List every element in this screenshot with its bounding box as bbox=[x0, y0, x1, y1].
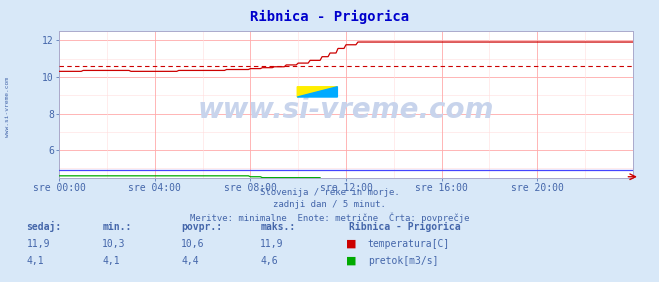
Text: 10,3: 10,3 bbox=[102, 239, 126, 249]
Text: ■: ■ bbox=[346, 256, 357, 266]
Text: 11,9: 11,9 bbox=[26, 239, 50, 249]
Text: 4,1: 4,1 bbox=[26, 256, 44, 266]
Text: temperatura[C]: temperatura[C] bbox=[368, 239, 450, 249]
Text: Ribnica - Prigorica: Ribnica - Prigorica bbox=[349, 222, 461, 232]
Polygon shape bbox=[297, 87, 337, 97]
Text: Ribnica - Prigorica: Ribnica - Prigorica bbox=[250, 10, 409, 24]
Polygon shape bbox=[297, 87, 337, 97]
Text: www.si-vreme.com: www.si-vreme.com bbox=[198, 96, 494, 124]
Text: Meritve: minimalne  Enote: metrične  Črta: povprečje: Meritve: minimalne Enote: metrične Črta:… bbox=[190, 213, 469, 223]
Text: maks.:: maks.: bbox=[260, 222, 295, 232]
Text: www.si-vreme.com: www.si-vreme.com bbox=[5, 77, 11, 137]
Text: 4,6: 4,6 bbox=[260, 256, 278, 266]
Text: 11,9: 11,9 bbox=[260, 239, 284, 249]
Text: 4,1: 4,1 bbox=[102, 256, 120, 266]
Text: ■: ■ bbox=[346, 239, 357, 249]
Text: 10,6: 10,6 bbox=[181, 239, 205, 249]
Text: min.:: min.: bbox=[102, 222, 132, 232]
Text: sedaj:: sedaj: bbox=[26, 221, 61, 232]
Text: povpr.:: povpr.: bbox=[181, 222, 222, 232]
Text: zadnji dan / 5 minut.: zadnji dan / 5 minut. bbox=[273, 200, 386, 209]
Text: pretok[m3/s]: pretok[m3/s] bbox=[368, 256, 438, 266]
Text: 4,4: 4,4 bbox=[181, 256, 199, 266]
Text: Slovenija / reke in morje.: Slovenija / reke in morje. bbox=[260, 188, 399, 197]
